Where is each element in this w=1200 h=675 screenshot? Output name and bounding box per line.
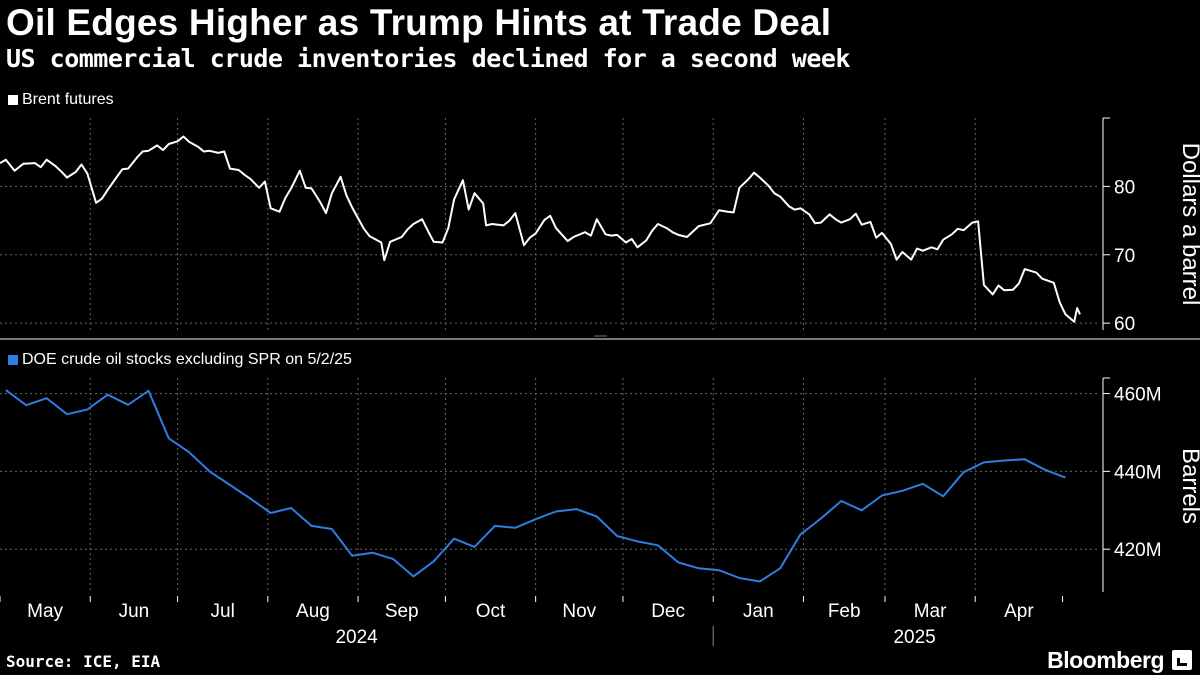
brent-y-axis-title: Dollars a barrel [1177,143,1200,306]
x-axis-month-label: Jun [119,601,150,622]
doe-y-axis-title: Barrels [1177,448,1200,524]
series-lines [0,135,1081,583]
brent-ytick-label: 80 [1114,177,1135,198]
source-note: Source: ICE, EIA [6,652,161,671]
grid-lines [0,118,1100,592]
chart-title: Oil Edges Higher as Trump Hints at Trade… [6,2,832,43]
doe-ytick-label: 420M [1114,540,1162,561]
x-axis-year-label: 2025 [893,627,935,648]
brent-ytick-label: 60 [1114,314,1135,335]
legend-label-doe: DOE crude oil stocks excluding SPR on 5/… [22,351,352,368]
doe-ytick-label: 460M [1114,385,1162,406]
brent-ytick-label: 70 [1114,246,1135,267]
legend-doe: DOE crude oil stocks excluding SPR on 5/… [8,351,352,369]
x-axis-month-label: Aug [296,601,330,622]
chart-subtitle: US commercial crude inventories declined… [6,44,850,73]
legend-swatch-brent [8,95,18,105]
x-axis-month-label: Apr [1004,601,1034,622]
x-axis-month-label: Jan [743,601,774,622]
x-axis-month-label: Dec [651,601,685,622]
x-axis-month-label: Feb [828,601,861,622]
x-axis-month-label: Oct [476,601,506,622]
legend-brent: Brent futures [8,91,114,109]
x-axis-month-label: Nov [562,601,596,622]
axes [0,117,1200,646]
x-axis-month-label: Mar [914,601,947,622]
doe-ytick-label: 440M [1114,462,1162,483]
bloomberg-badge-icon [1172,650,1192,670]
legend-swatch-doe [8,355,18,365]
x-axis-month-label: Sep [385,601,419,622]
legend-label-brent: Brent futures [22,91,114,108]
brent-series-line [0,135,1081,323]
bloomberg-logo: Bloomberg [1047,647,1164,673]
x-axis-month-label: May [27,601,63,622]
doe-series-line [5,389,1066,583]
x-axis-month-label: Jul [211,601,235,622]
x-axis-year-label: 2024 [335,627,378,648]
axis-labels: 60 70 80 Dollars a barrel 420M 440M 460M Barrel… [27,143,1200,648]
